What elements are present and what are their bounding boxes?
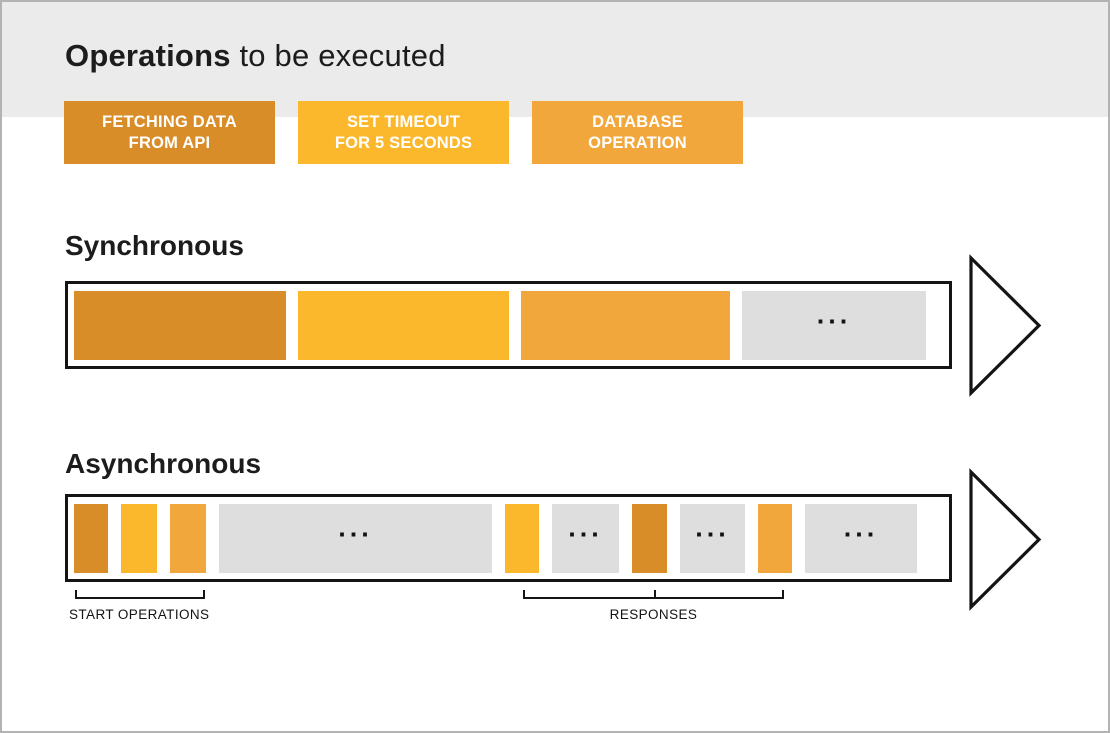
- legend-chip-line1: FETCHING DATA: [102, 112, 237, 131]
- section-title-asynchronous: Asynchronous: [65, 448, 262, 479]
- start-operations-label: START OPERATIONS: [69, 607, 210, 622]
- arrow-right-icon: [969, 468, 1042, 611]
- segment-idle-gap: ...: [552, 503, 619, 573]
- ellipsis-text: ...: [843, 512, 879, 543]
- ellipsis-text: ...: [695, 512, 730, 543]
- segment-db-operation: [170, 503, 206, 573]
- segment-db-operation: [758, 503, 792, 573]
- legend-chip-line1: DATABASE: [592, 112, 683, 131]
- segment-fetch-operation: [74, 290, 286, 360]
- legend-chip-database-operation: DATABASE OPERATION: [532, 101, 743, 164]
- segment-fetch-operation: [74, 503, 108, 573]
- responses-label: RESPONSES: [609, 607, 698, 622]
- legend-chip-fetching-data-from-api: FETCHING DATA FROM API: [64, 101, 275, 164]
- ellipsis-text: ...: [816, 299, 852, 330]
- page-title-rest: to be executed: [230, 38, 446, 73]
- header-band: [2, 2, 1108, 117]
- arrow-right-icon: [969, 254, 1042, 397]
- ellipsis-text: ...: [568, 512, 603, 543]
- legend-chip-set-timeout-for-5-seconds: SET TIMEOUT FOR 5 SECONDS: [298, 101, 509, 164]
- segment-timeout-operation: [298, 290, 509, 360]
- segment-fetch-operation: [632, 503, 667, 573]
- legend-chip-line1: SET TIMEOUT: [346, 112, 461, 131]
- segment-idle-gap: ...: [680, 503, 745, 573]
- section-title-synchronous: Synchronous: [65, 230, 244, 261]
- synchronous-timeline: ...: [65, 281, 952, 369]
- ellipsis-text: ...: [338, 512, 373, 543]
- page-title: Operations to be executed: [65, 38, 446, 74]
- legend-chip-line2: FROM API: [128, 133, 211, 152]
- legend: FETCHING DATA FROM API SET TIMEOUT FOR 5 SE…: [64, 101, 743, 164]
- responses-bracket-mid-tick: [653, 590, 656, 599]
- segment-db-operation: [521, 290, 730, 360]
- segment-idle-gap: ...: [219, 503, 492, 573]
- segment-timeout-operation: [505, 503, 539, 573]
- legend-chip-line2: OPERATION: [588, 133, 687, 152]
- page-title-bold: Operations: [65, 38, 231, 73]
- segment-timeout-operation: [121, 503, 157, 573]
- legend-chip-line2: FOR 5 SECONDS: [334, 133, 473, 152]
- segment-idle-gap: ...: [805, 503, 917, 573]
- segment-idle-gap: ...: [742, 290, 926, 360]
- start-operations-bracket: [75, 590, 205, 599]
- asynchronous-timeline: ............: [65, 494, 952, 582]
- responses-bracket: [523, 590, 784, 599]
